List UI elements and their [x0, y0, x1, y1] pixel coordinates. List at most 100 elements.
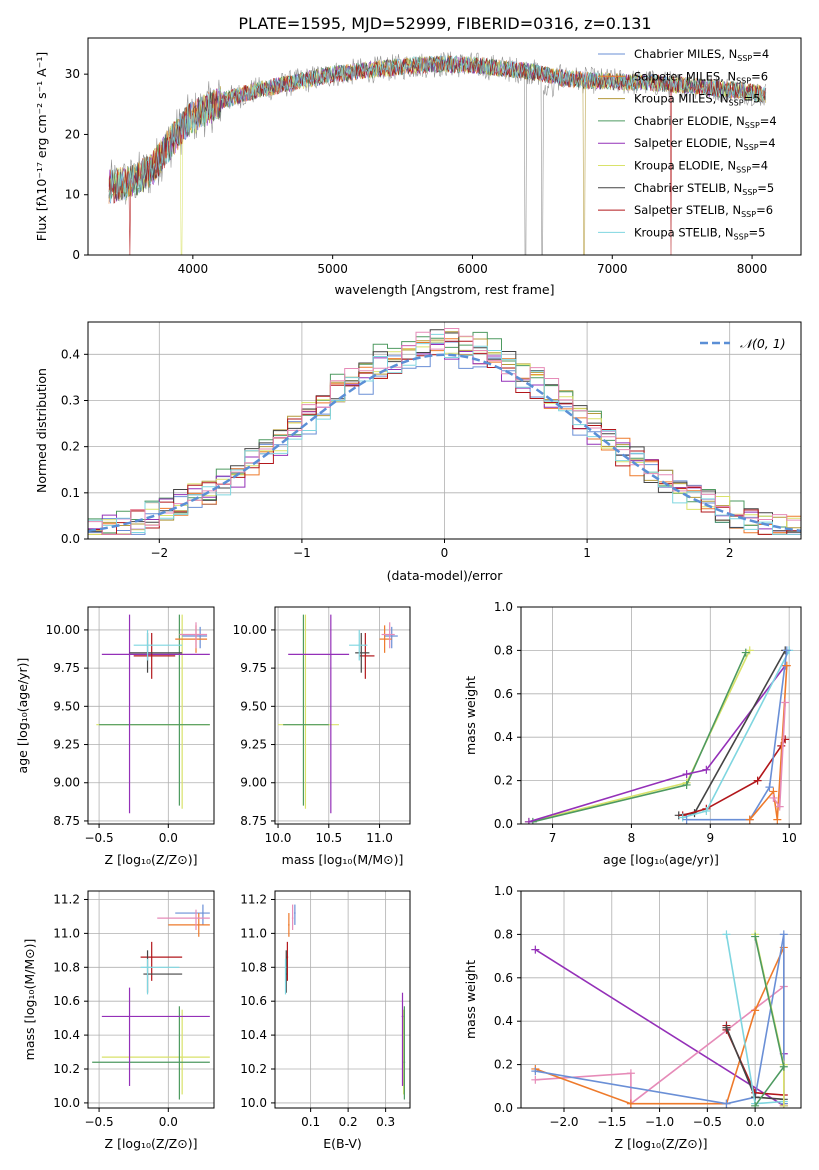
axes-frame [87, 606, 215, 825]
x-tick-label: 2 [726, 546, 734, 560]
mass-weight-vs-metallicity-panel: −2.0 −1.5 −1.0 −0.5 0.0 0.0 0.2 0.4 0.6 0.8 1.0 Z [… [463, 884, 802, 1151]
y-tick-label: 9.50 [53, 699, 80, 713]
x-tick-label: 0.0 [159, 1115, 178, 1129]
x-tick-label: 8 [628, 831, 636, 845]
x-tick-label: −0.5 [85, 1115, 114, 1129]
x-axis-label: age [log₁₀(age/yr)] [603, 852, 719, 867]
y-tick-label: 10.00 [46, 623, 80, 637]
plot-area [88, 328, 801, 535]
plot-area [284, 904, 406, 1100]
y-tick-label: 1.0 [494, 884, 513, 898]
y-tick-label: 0.0 [494, 1101, 513, 1115]
x-axis-label: mass [log₁₀(M/M⊙)] [282, 852, 404, 867]
weight-line-chabrier_miles [686, 650, 788, 821]
y-tick-label: 9.75 [240, 661, 267, 675]
y-tick-label: 0.1 [61, 486, 80, 500]
weight-line-pink [535, 985, 785, 1106]
spectrum-line-salpeter_stelib [108, 55, 767, 255]
x-axis-label: (data-model)/error [387, 568, 504, 583]
x-tick-label: −2 [150, 546, 168, 560]
y-tick-label: 0 [72, 248, 80, 262]
legend-label: Salpeter ELODIE, NSSP=4 [634, 136, 776, 152]
plot-area [524, 646, 794, 824]
mass-vs-metallicity-panel: −0.5 0.0 10.0 10.2 10.4 10.6 10.8 11.0 11.2 Z [lo… [22, 890, 215, 1151]
y-tick-label: 11.0 [53, 926, 80, 940]
y-tick-label: 10.6 [240, 994, 267, 1008]
spectrum-line-kroupa_stelib [108, 55, 767, 203]
plot-area [278, 614, 398, 814]
legend-label: 𝒩(0, 1) [740, 336, 786, 351]
x-tick-label: −0.5 [85, 831, 114, 845]
plot-area [92, 904, 210, 1100]
y-tick-label: 0.6 [494, 687, 513, 701]
y-tick-label: 0.8 [494, 643, 513, 657]
residual-histogram-panel: −2 −1 0 1 2 0.0 0.1 0.2 0.3 0.4 (data-model)/error… [34, 321, 802, 583]
weight-marker-chabrier_miles [765, 783, 774, 792]
x-tick-label: 0.1 [301, 1115, 320, 1129]
y-tick-label: 0.0 [494, 817, 513, 831]
axes-frame [274, 890, 411, 1109]
weight-line-salpeter_miles [749, 665, 788, 821]
x-tick-label: 10.0 [265, 831, 292, 845]
y-tick-label: 10.0 [53, 1096, 80, 1110]
weight-marker-pink [769, 793, 778, 802]
y-tick-label: 0.3 [61, 393, 80, 407]
histogram-pink [88, 328, 801, 535]
y-tick-label: 10.8 [240, 960, 267, 974]
x-tick-label: 0.0 [746, 1115, 765, 1129]
x-axis-label: E(B-V) [323, 1136, 362, 1151]
axes-frame [274, 606, 411, 825]
weight-marker-salpeter_elodie [531, 945, 540, 954]
weight-marker-salpeter_elodie [682, 770, 691, 779]
weight-marker-chabrier_elodie [751, 932, 760, 941]
x-tick-label: 10.5 [315, 831, 342, 845]
x-tick-label: 11.0 [366, 831, 393, 845]
weight-marker-chabrier_miles [782, 646, 791, 655]
weight-marker-kroupa_stelib [702, 806, 711, 815]
y-tick-label: 11.2 [240, 892, 267, 906]
x-tick-label: 6000 [457, 262, 488, 276]
weight-marker-chabrier_elodie [779, 1062, 788, 1071]
y-tick-label: 0.4 [494, 730, 513, 744]
y-tick-label: 9.50 [240, 699, 267, 713]
y-tick-label: 0.6 [494, 971, 513, 985]
x-tick-label: 1 [583, 546, 591, 560]
x-tick-label: 9 [706, 831, 714, 845]
weight-marker-kroupa_elodie [745, 646, 754, 655]
y-tick-label: 10.2 [53, 1062, 80, 1076]
y-tick-label: 0.4 [494, 1014, 513, 1028]
weight-marker-pink [781, 698, 790, 707]
y-axis-label: mass weight [463, 676, 478, 755]
weight-line-salpeter_stelib [682, 738, 786, 817]
y-tick-label: 10.0 [240, 1096, 267, 1110]
weight-marker-salpeter_miles [626, 1099, 635, 1108]
weight-marker-salpeter_elodie [702, 765, 711, 774]
axes-frame [520, 890, 802, 1109]
weight-marker-chabrier_elodie [751, 1101, 760, 1108]
x-tick-label: −0.5 [693, 1115, 722, 1129]
y-tick-label: 20 [65, 127, 80, 141]
y-tick-label: 10.2 [240, 1062, 267, 1076]
y-tick-label: 30 [65, 67, 80, 81]
x-tick-label: 7 [549, 831, 557, 845]
mass-vs-ebv-panel: 0.1 0.2 0.3 10.0 10.2 10.4 10.6 10.8 11.0 11.2 E(B… [240, 890, 411, 1151]
axes-frame [520, 606, 802, 825]
x-tick-label: 7000 [597, 262, 628, 276]
legend-label: Kroupa STELIB, NSSP=5 [634, 225, 765, 241]
weight-marker-chabrier_stelib [722, 1023, 731, 1032]
spectrum-legend: Chabrier MILES, NSSP=4 Salpeter MILES, NS… [598, 47, 777, 241]
weight-marker-chabrier_miles [722, 1099, 731, 1108]
y-axis-label: age [log₁₀(age/yr)] [15, 658, 30, 774]
legend-label: Chabrier STELIB, NSSP=5 [634, 181, 774, 197]
mass-weight-vs-age-panel: 7 8 9 10 0.0 0.2 0.4 0.6 0.8 1.0 age [log₁₀(age/yr… [463, 600, 802, 867]
x-tick-label: 10 [782, 831, 797, 845]
x-tick-label: −2.0 [549, 1115, 578, 1129]
weight-marker-pink [531, 1075, 540, 1084]
y-axis-label: mass weight [463, 960, 478, 1039]
weight-marker-salpeter_elodie [524, 817, 533, 824]
x-tick-label: 8000 [737, 262, 768, 276]
y-tick-label: 9.25 [53, 738, 80, 752]
y-tick-label: 8.75 [53, 814, 80, 828]
y-tick-label: 0.8 [494, 927, 513, 941]
